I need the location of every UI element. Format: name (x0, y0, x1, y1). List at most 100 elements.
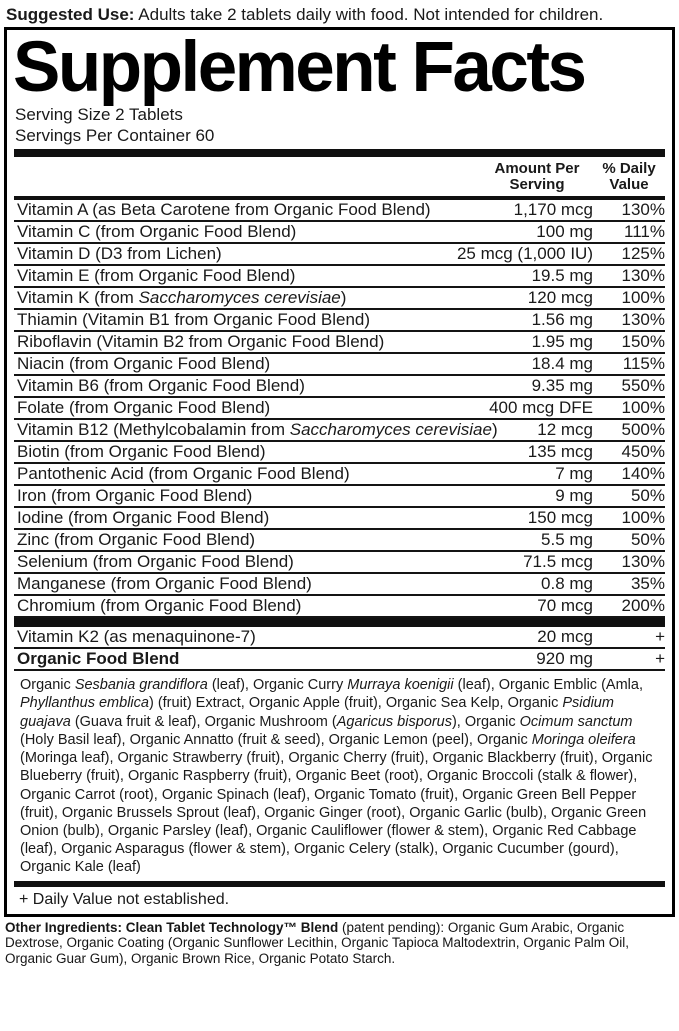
nutrient-row: Selenium (from Organic Food Blend) 71.5 … (14, 552, 665, 575)
dv-header-line1: % Daily (602, 160, 656, 178)
daily-value-header: % Daily Value (593, 161, 665, 193)
nutrient-row: Zinc (from Organic Food Blend) 5.5 mg 50… (14, 530, 665, 553)
nutrient-row: Biotin (from Organic Food Blend) 135 mcg… (14, 442, 665, 465)
amount-value: 1.56 mg (531, 310, 593, 330)
nutrient-name: Vitamin D (D3 from Lichen) (17, 244, 222, 264)
nutrient-name: Vitamin K2 (as menaquinone-7) (17, 627, 256, 647)
nutrient-name: Vitamin E (from Organic Food Blend) (17, 266, 296, 286)
divider-thick-mid (14, 618, 665, 628)
nutrient-row: Organic Food Blend 920 mg + (14, 649, 665, 672)
amount-value: 5.5 mg (541, 530, 593, 550)
nutrient-name: Niacin (from Organic Food Blend) (17, 354, 271, 374)
other-ingredients-text: Other Ingredients: Clean Tablet Technolo… (5, 919, 630, 966)
nutrient-name: Biotin (from Organic Food Blend) (17, 442, 266, 462)
column-headers: Amount Per Serving % Daily Value (14, 157, 665, 196)
amount-per-serving-header: Amount Per Serving (481, 161, 593, 193)
nutrient-row: Iodine (from Organic Food Blend) 150 mcg… (14, 508, 665, 531)
divider-thick-bottom (14, 880, 665, 887)
daily-value: 130% (621, 552, 665, 572)
daily-value: 50% (630, 486, 665, 506)
nutrient-name: Manganese (from Organic Food Blend) (17, 574, 312, 594)
supplement-facts-panel: Supplement Facts Serving Size 2 Tablets … (4, 27, 675, 917)
label-page: Suggested Use: Adults take 2 tablets dai… (0, 4, 679, 966)
amount-value: 0.8 mg (541, 574, 593, 594)
amount-value: 150 mcg (527, 508, 593, 528)
nutrient-row: Iron (from Organic Food Blend) 9 mg 50% (14, 486, 665, 509)
nutrient-name: Vitamin C (from Organic Food Blend) (17, 222, 297, 242)
daily-value: 50% (630, 530, 665, 550)
amount-header-line2: Serving (509, 176, 565, 194)
amount-value: 71.5 mcg (523, 552, 593, 572)
nutrient-name: Thiamin (Vitamin B1 from Organic Food Bl… (17, 310, 371, 330)
daily-value: 130% (621, 200, 665, 220)
nutrient-row: Thiamin (Vitamin B1 from Organic Food Bl… (14, 310, 665, 333)
nutrient-row: Niacin (from Organic Food Blend) 18.4 mg… (14, 354, 665, 377)
nutrient-name: Organic Food Blend (17, 649, 180, 669)
nutrient-name: Iodine (from Organic Food Blend) (17, 508, 270, 528)
amount-value: 18.4 mg (531, 354, 593, 374)
amount-value: 9 mg (555, 486, 593, 506)
nutrient-name: Vitamin A (as Beta Carotene from Organic… (17, 200, 431, 220)
nutrient-name: Riboflavin (Vitamin B2 from Organic Food… (17, 332, 385, 352)
daily-value: 100% (621, 508, 665, 528)
nutrient-name: Iron (from Organic Food Blend) (17, 486, 253, 506)
nutrient-row: Manganese (from Organic Food Blend) 0.8 … (14, 574, 665, 597)
divider-under-header (14, 196, 665, 201)
daily-value: 200% (621, 596, 665, 616)
amount-value: 120 mcg (527, 288, 593, 308)
amount-value: 7 mg (555, 464, 593, 484)
nutrient-row: Vitamin E (from Organic Food Blend) 19.5… (14, 266, 665, 289)
divider-thick-top (14, 149, 665, 158)
nutrient-name: Zinc (from Organic Food Blend) (17, 530, 256, 550)
nutrient-name: Pantothenic Acid (from Organic Food Blen… (17, 464, 350, 484)
nutrient-row: Riboflavin (Vitamin B2 from Organic Food… (14, 332, 665, 355)
nutrient-name: Vitamin B6 (from Organic Food Blend) (17, 376, 305, 396)
nutrient-name: Vitamin B12 (Methylcobalamin from Saccha… (17, 420, 498, 440)
daily-value: 111% (624, 222, 665, 242)
amount-value: 135 mcg (527, 442, 593, 462)
nutrient-row: Chromium (from Organic Food Blend) 70 mc… (14, 596, 665, 619)
nutrient-row: Pantothenic Acid (from Organic Food Blen… (14, 464, 665, 487)
amount-value: 12 mcg (537, 420, 593, 440)
daily-value: 35% (630, 574, 665, 594)
nutrient-row: Vitamin K2 (as menaquinone-7) 20 mcg + (14, 627, 665, 650)
daily-value: + (655, 649, 665, 669)
daily-value: 500% (621, 420, 665, 440)
nutrient-name: Vitamin K (from Saccharomyces cerevisiae… (17, 288, 347, 308)
dv-header-line2: Value (609, 176, 649, 194)
extra-rows: Vitamin K2 (as menaquinone-7) 20 mcg + O… (7, 627, 672, 672)
suggested-use-text: Suggested Use: Adults take 2 tablets dai… (6, 5, 604, 24)
amount-value: 100 mg (536, 222, 593, 242)
daily-value: 100% (621, 288, 665, 308)
daily-value: 130% (621, 266, 665, 286)
daily-value: 140% (621, 464, 665, 484)
nutrient-name: Folate (from Organic Food Blend) (17, 398, 271, 418)
nutrient-row: Vitamin D (D3 from Lichen) 25 mcg (1,000… (14, 244, 665, 267)
panel-title: Supplement Facts (13, 28, 587, 107)
serving-size: Serving Size 2 Tablets (15, 105, 183, 125)
amount-header-line1: Amount Per (494, 160, 580, 178)
amount-value: 1.95 mg (531, 332, 593, 352)
amount-value: 920 mg (536, 649, 593, 669)
daily-value: 150% (621, 332, 665, 352)
daily-value-footnote: + Daily Value not established. (19, 890, 230, 908)
daily-value: 450% (621, 442, 665, 462)
blend-description: Organic Sesbania grandiflora (leaf), Org… (20, 677, 653, 876)
amount-value: 19.5 mg (531, 266, 593, 286)
amount-value: 70 mcg (537, 596, 593, 616)
nutrient-rows: Vitamin A (as Beta Carotene from Organic… (7, 200, 672, 619)
amount-value: 1,170 mcg (513, 200, 593, 220)
amount-value: 25 mcg (1,000 IU) (456, 244, 593, 264)
daily-value: 130% (621, 310, 665, 330)
daily-value: 100% (621, 398, 665, 418)
daily-value: + (655, 627, 665, 647)
amount-value: 400 mcg DFE (489, 398, 593, 418)
amount-value: 20 mcg (537, 627, 593, 647)
nutrient-row: Vitamin K (from Saccharomyces cerevisiae… (14, 288, 665, 311)
nutrient-row: Vitamin B12 (Methylcobalamin from Saccha… (14, 420, 665, 443)
daily-value: 115% (622, 354, 665, 374)
nutrient-row: Vitamin A (as Beta Carotene from Organic… (14, 200, 665, 223)
amount-value: 9.35 mg (531, 376, 593, 396)
nutrient-name: Selenium (from Organic Food Blend) (17, 552, 294, 572)
nutrient-row: Vitamin C (from Organic Food Blend) 100 … (14, 222, 665, 245)
